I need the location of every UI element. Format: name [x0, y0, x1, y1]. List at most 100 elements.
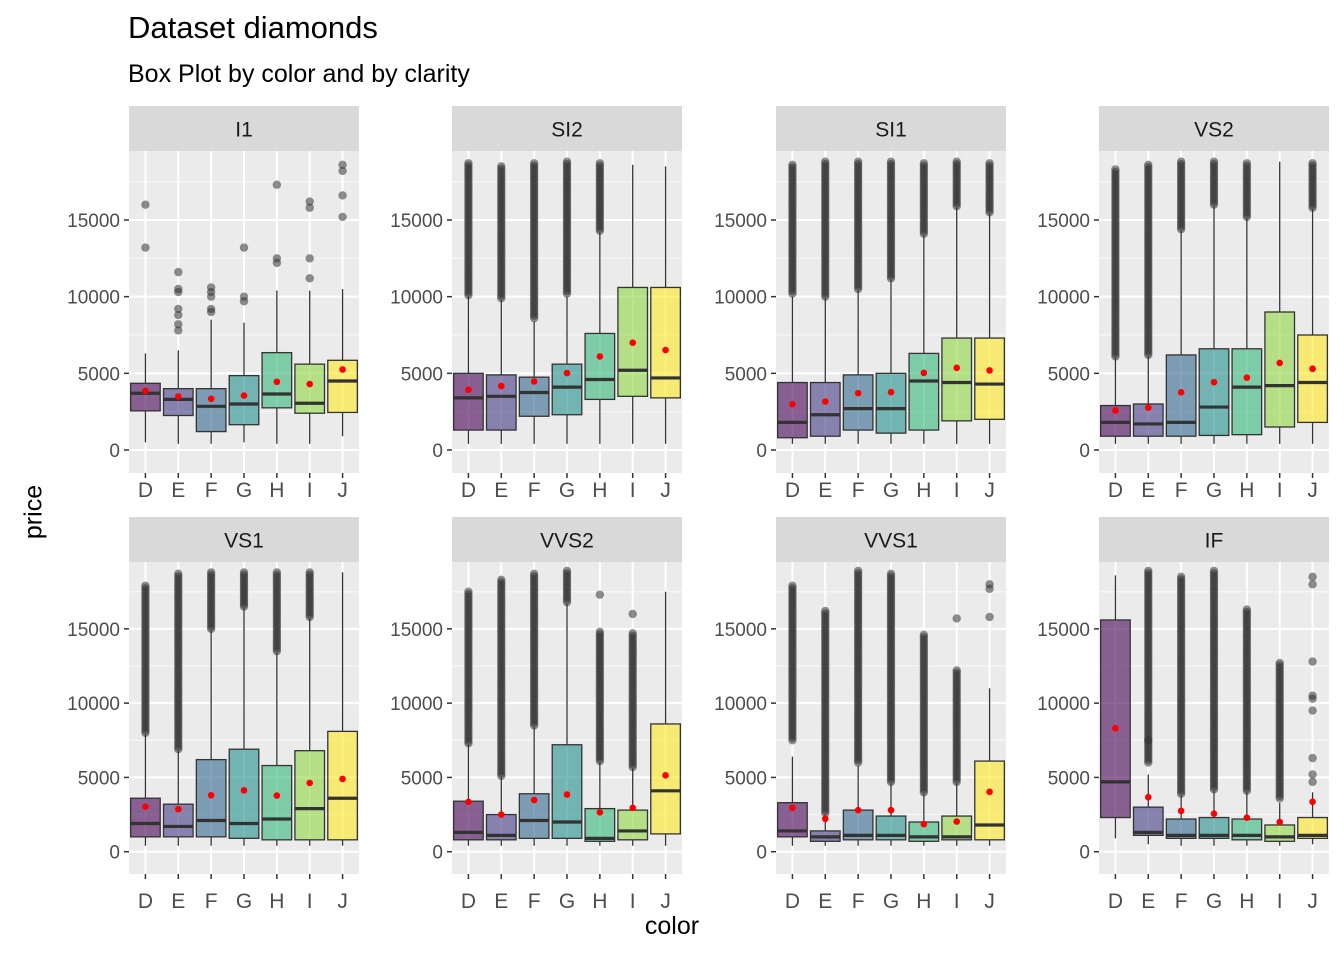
box-iqr	[1264, 311, 1296, 428]
box-iqr	[1198, 816, 1230, 839]
y-tick-label: 5000	[725, 364, 767, 385]
outlier-point	[464, 739, 473, 748]
mean-point	[1210, 378, 1218, 386]
facet-strip-label: SI1	[875, 119, 907, 142]
outlier-point	[529, 313, 539, 323]
x-tick-label: D	[138, 479, 153, 502]
outlier-point	[985, 612, 994, 622]
x-tick-label: F	[205, 479, 218, 502]
box-if-h	[1231, 605, 1263, 846]
mean-point	[339, 775, 346, 783]
facet-strip-label: I1	[235, 119, 253, 142]
outlier-point	[239, 243, 249, 252]
x-tick-label: D	[1108, 890, 1123, 913]
x-tick-label: E	[1141, 890, 1155, 913]
outlier-point	[1308, 657, 1317, 666]
y-tick-label: 10000	[67, 694, 120, 715]
outlier-point	[464, 290, 473, 300]
facet-panel-si2: SI2 0 5000 10000 15000 D E F G H I J	[390, 106, 682, 502]
mean-point	[629, 339, 637, 346]
outlier-point	[628, 762, 637, 772]
outlier-point	[1308, 203, 1317, 212]
facet-panel-si1: SI1 0 5000 10000 15000 D E F G H I J	[714, 106, 1006, 502]
box-i1-f	[195, 283, 227, 444]
mean-point	[497, 811, 505, 818]
outlier-point	[595, 226, 605, 235]
x-tick-label: D	[785, 479, 800, 502]
outlier-point	[952, 614, 961, 623]
outlier-point	[952, 777, 961, 787]
box-vs1-i	[294, 568, 326, 846]
box-iqr	[294, 750, 326, 841]
x-tick-label: E	[494, 479, 508, 502]
box-vvs2-g	[551, 566, 583, 846]
outlier-point	[239, 292, 249, 301]
outlier-point	[174, 326, 183, 335]
outlier-point	[562, 597, 572, 607]
x-tick-label: J	[660, 479, 671, 502]
box-si2-j	[650, 166, 682, 444]
mean-point	[1243, 374, 1251, 381]
outlier-point	[886, 274, 896, 283]
y-tick-label: 15000	[67, 620, 120, 641]
outlier-point	[206, 624, 216, 634]
box-si2-i	[617, 164, 649, 444]
y-tick-label: 10000	[390, 288, 443, 309]
y-tick-label: 5000	[78, 768, 120, 789]
outlier-point	[1242, 212, 1252, 222]
box-iqr	[650, 723, 682, 835]
x-tick-label: J	[337, 479, 348, 502]
outlier-point	[985, 580, 994, 589]
x-tick-label: J	[337, 890, 348, 913]
x-tick-label: F	[852, 479, 865, 502]
x-tick-label: H	[592, 479, 607, 502]
mean-point	[497, 382, 505, 390]
mean-point	[273, 378, 281, 386]
outlier-point	[338, 191, 347, 200]
mean-point	[854, 806, 862, 814]
x-tick-label: E	[1141, 479, 1155, 502]
x-tick-label: G	[559, 479, 575, 502]
box-i1-j	[327, 160, 359, 437]
x-tick-label: E	[494, 890, 508, 913]
outlier-point	[338, 166, 347, 176]
mean-point	[306, 779, 314, 787]
box-if-f	[1165, 572, 1197, 846]
box-si1-i	[941, 157, 973, 444]
outlier-point	[788, 289, 797, 298]
box-iqr	[974, 337, 1006, 420]
x-tick-label: F	[528, 890, 541, 913]
box-iqr	[875, 372, 907, 434]
box-si2-d	[452, 159, 484, 444]
y-tick-label: 5000	[78, 364, 120, 385]
y-tick-label: 0	[1079, 843, 1090, 864]
outlier-point	[952, 202, 961, 211]
y-tick-label: 5000	[401, 364, 443, 385]
outlier-point	[174, 320, 183, 329]
box-iqr	[195, 388, 227, 433]
facet-strip-label: VVS2	[540, 530, 594, 553]
facet-strip	[1099, 517, 1329, 562]
box-vs2-d	[1099, 165, 1131, 444]
outlier-point	[174, 267, 183, 277]
box-vvs2-e	[485, 575, 517, 846]
mean-point	[1144, 793, 1152, 801]
y-tick-label: 15000	[714, 620, 767, 641]
mean-point	[1309, 798, 1316, 806]
mean-point	[1309, 365, 1316, 373]
mean-point	[854, 389, 862, 397]
outlier-point	[1308, 753, 1317, 763]
x-tick-label: G	[236, 890, 252, 913]
mean-point	[662, 772, 669, 779]
x-tick-label: H	[1239, 479, 1254, 502]
box-iqr	[1231, 348, 1263, 436]
x-tick-label: G	[236, 479, 252, 502]
box-iqr	[452, 372, 484, 431]
facet-panel-if: IF 0 5000 10000 15000 D E F G H I J	[1037, 517, 1329, 913]
x-tick-label: D	[461, 890, 476, 913]
outlier-point	[595, 590, 605, 599]
outlier-point	[141, 728, 150, 738]
box-iqr	[1165, 818, 1197, 839]
outlier-point	[174, 745, 183, 754]
